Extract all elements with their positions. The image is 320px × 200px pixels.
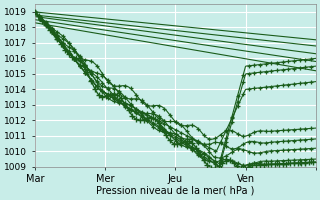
- X-axis label: Pression niveau de la mer( hPa ): Pression niveau de la mer( hPa ): [96, 186, 254, 196]
